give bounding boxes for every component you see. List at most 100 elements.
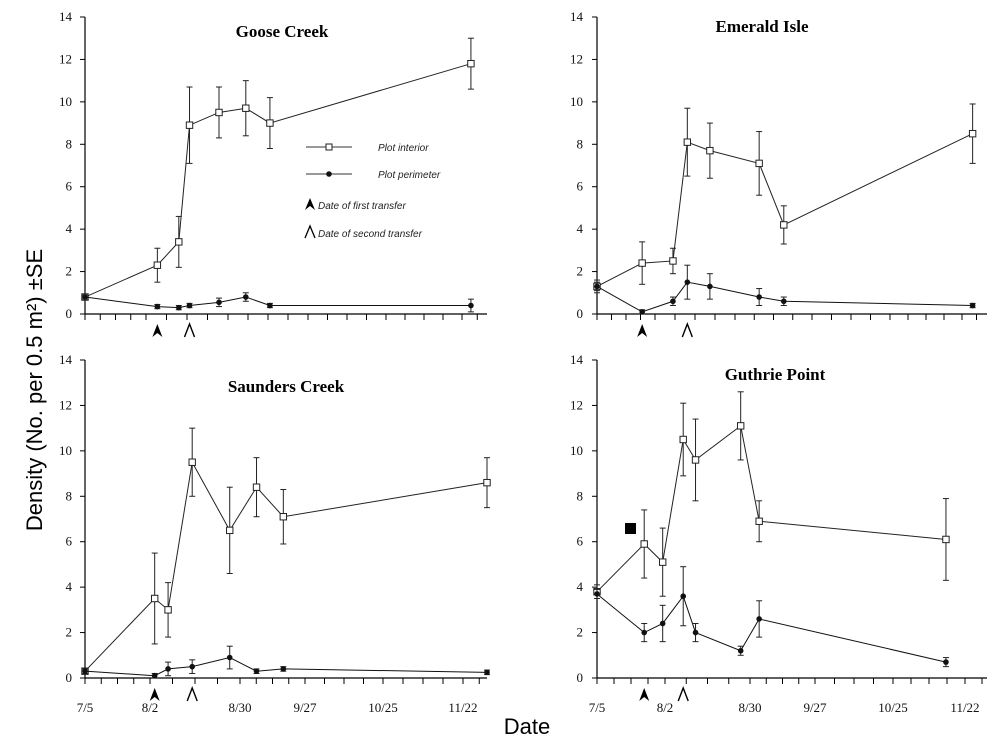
- panel-goose-creek: 0 2 4 6 8 10 12 14 Goose Creek: [59, 9, 487, 338]
- panel-title: Guthrie Point: [725, 365, 826, 384]
- interior-point: [638, 259, 646, 267]
- second-transfer-arrow: [681, 322, 693, 338]
- filled-square-marker: [625, 523, 636, 534]
- y-tick-label: 10: [59, 94, 72, 109]
- perimeter-point: [151, 672, 158, 679]
- y-tick-label: 6: [577, 179, 584, 194]
- y-tick-label: 14: [570, 352, 584, 367]
- y-tick-label: 2: [66, 264, 73, 279]
- interior-point: [706, 146, 714, 155]
- perimeter-point: [82, 294, 88, 300]
- y-tick-label: 2: [577, 264, 584, 279]
- perimeter-point: [165, 666, 171, 672]
- perimeter-point: [659, 620, 666, 627]
- interior-series-line: [84, 63, 472, 298]
- perimeter-point: [280, 666, 287, 672]
- interior-point: [226, 526, 234, 535]
- legend: Plot interior Plot perimeter Date of fir…: [304, 143, 441, 240]
- interior-point: [780, 221, 788, 229]
- x-tick-label: 8/30: [738, 700, 761, 715]
- y-tick-label: 0: [66, 306, 73, 321]
- y-tick-label: 6: [66, 534, 73, 549]
- panel-title: Goose Creek: [236, 22, 329, 41]
- interior-point: [755, 159, 763, 168]
- interior-point: [215, 108, 223, 117]
- legend-second-transfer-arrow: [304, 224, 316, 239]
- interior-point: [640, 540, 648, 548]
- perimeter-point: [594, 283, 600, 290]
- y-tick-label: 12: [570, 51, 583, 66]
- legend-first-transfer-arrow: [305, 198, 315, 210]
- interior-point: [736, 422, 745, 430]
- perimeter-point: [594, 591, 600, 597]
- y-tick-label: 10: [570, 443, 583, 458]
- x-tick-label: 10/25: [878, 700, 908, 715]
- perimeter-point: [468, 302, 474, 309]
- first-transfer-arrow: [149, 688, 160, 701]
- legend-interior-marker: [325, 143, 333, 151]
- y-tick-label: 4: [66, 221, 73, 236]
- y-tick-label: 8: [66, 136, 73, 151]
- interior-point: [942, 535, 950, 544]
- x-tick-label: 7/5: [589, 700, 606, 715]
- legend-perimeter-marker: [326, 171, 332, 177]
- second-transfer-arrow: [186, 686, 198, 702]
- panel-title: Saunders Creek: [228, 377, 345, 396]
- y-tick-label: 0: [66, 670, 73, 685]
- y-tick-label: 14: [59, 9, 73, 24]
- first-transfer-arrow: [639, 688, 650, 701]
- y-tick-label: 0: [577, 306, 584, 321]
- y-tick-label: 0: [577, 670, 584, 685]
- perimeter-point: [484, 669, 490, 676]
- y-tick-label: 12: [59, 51, 72, 66]
- y-tick-label: 8: [577, 488, 584, 503]
- interior-point: [164, 606, 172, 614]
- y-tick-label: 12: [59, 397, 72, 412]
- legend-interior-label: Plot interior: [378, 143, 429, 154]
- perimeter-point: [243, 294, 249, 300]
- x-tick-label: 8/2: [142, 700, 159, 715]
- legend-perimeter-label: Plot perimeter: [378, 170, 441, 181]
- perimeter-point: [756, 294, 762, 300]
- y-tick-label: 2: [577, 625, 584, 640]
- perimeter-point: [253, 668, 260, 674]
- perimeter-point: [639, 309, 645, 315]
- y-tick-label: 4: [66, 579, 73, 594]
- perimeter-point: [267, 302, 273, 309]
- interior-point: [185, 121, 194, 129]
- x-axis-label: Date: [504, 714, 550, 739]
- perimeter-point: [82, 668, 88, 674]
- y-tick-label: 14: [59, 352, 73, 367]
- interior-point: [153, 261, 162, 269]
- panel-title: Emerald Isle: [715, 17, 808, 36]
- y-tick-label: 12: [570, 397, 583, 412]
- y-tick-label: 2: [66, 625, 73, 640]
- interior-point: [755, 517, 763, 525]
- interior-point: [669, 257, 677, 265]
- interior-series-line: [596, 133, 973, 287]
- perimeter-point: [154, 303, 161, 310]
- perimeter-point: [780, 298, 787, 305]
- interior-point: [279, 513, 288, 521]
- interior-point: [242, 104, 250, 112]
- interior-point: [658, 558, 667, 566]
- interior-point: [483, 478, 491, 487]
- x-tick-label: 11/22: [448, 700, 477, 715]
- perimeter-series-line: [596, 593, 947, 663]
- first-transfer-arrow: [637, 324, 648, 337]
- legend-first-transfer-label: Date of first transfer: [318, 201, 406, 212]
- interior-point: [188, 458, 196, 466]
- panel-guthrie-point: 0 2 4 6 8 10 12 14 7/5 8/2 8/30 9/27 10/25 11/22 Guthr…: [570, 352, 987, 715]
- y-tick-label: 10: [570, 94, 583, 109]
- perimeter-point: [756, 616, 762, 622]
- y-tick-label: 4: [577, 221, 584, 236]
- perimeter-point: [176, 304, 182, 311]
- perimeter-point: [684, 279, 691, 285]
- y-tick-label: 6: [577, 534, 584, 549]
- interior-series-line: [84, 460, 488, 672]
- second-transfer-arrow: [677, 686, 689, 702]
- panel-saunders-creek: 0 2 4 6 8 10 12 14 7/5 8/2 8/30 9/27 10/25 11/22 Saund…: [59, 352, 491, 715]
- x-tick-label: 8/30: [228, 700, 251, 715]
- interior-point: [679, 435, 687, 444]
